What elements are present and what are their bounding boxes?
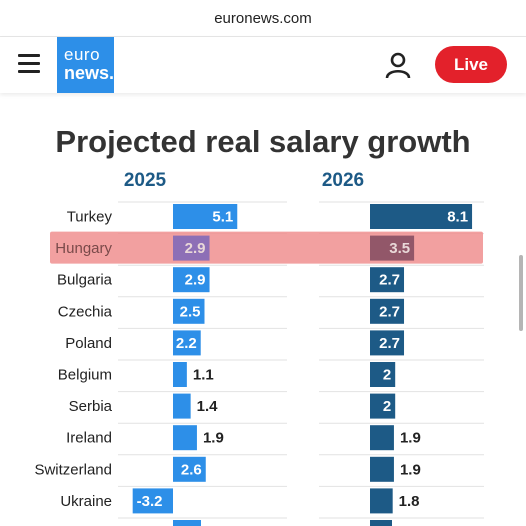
series-label-2025: 2025	[124, 170, 167, 191]
category-label: Ireland	[66, 430, 112, 447]
url-text: euronews.com	[214, 10, 312, 27]
bar-2025	[173, 425, 197, 451]
value-label-2025: 2.9	[185, 240, 206, 257]
bar-2026	[370, 204, 473, 229]
bar-2026	[370, 456, 394, 482]
value-label-2026: 1.8	[399, 493, 420, 510]
value-label-2026: 2	[383, 398, 391, 415]
logo-text-top: euro	[64, 45, 101, 64]
category-label: Belgium	[58, 367, 112, 384]
series-label-2026: 2026	[322, 170, 364, 191]
category-label: Serbia	[69, 398, 113, 415]
euronews-logo[interactable]: euro news.	[57, 37, 114, 93]
bar-2026	[370, 362, 396, 387]
bar-2025	[173, 267, 210, 293]
category-label: Turkey	[67, 209, 113, 226]
value-label-2025: -3.2	[137, 493, 163, 510]
category-label: Ukraine	[60, 493, 112, 510]
logo-text-bottom: news.	[64, 63, 115, 83]
bar-2025	[173, 330, 201, 356]
bar-2026	[370, 267, 405, 293]
bar-partial	[173, 520, 201, 526]
bar-2026	[370, 235, 415, 261]
value-label-2026: 2.7	[379, 335, 400, 352]
value-label-2025: 1.1	[193, 367, 214, 384]
live-button[interactable]: Live	[435, 46, 507, 83]
bar-partial	[370, 520, 392, 526]
category-label: Hungary	[55, 240, 112, 257]
value-label-2026: 2.7	[379, 303, 400, 320]
value-label-2025: 2.2	[176, 335, 197, 352]
bar-2025	[173, 362, 187, 387]
value-label-2026: 2	[383, 367, 391, 384]
value-label-2025: 2.9	[185, 272, 206, 289]
bar-2025	[132, 488, 173, 514]
highlight-band	[50, 231, 483, 264]
chart-title: Projected real salary growth	[55, 124, 470, 159]
value-label-2025: 2.5	[180, 303, 201, 320]
bar-2025	[173, 456, 206, 482]
hamburger-menu-icon[interactable]	[18, 54, 40, 74]
value-label-2026: 2.7	[379, 272, 400, 289]
site-header: euro news. Live	[0, 37, 526, 93]
category-label: Bulgaria	[57, 272, 113, 289]
bar-2025	[173, 298, 205, 324]
value-label-2025: 1.4	[197, 398, 219, 415]
scrollbar[interactable]	[519, 255, 523, 331]
category-label: Poland	[65, 335, 112, 352]
bar-2026	[370, 330, 405, 356]
value-label-2025: 1.9	[203, 430, 224, 447]
category-label: Switzerland	[34, 461, 112, 478]
value-label-2026: 1.9	[400, 461, 421, 478]
category-label: Czechia	[58, 303, 113, 320]
bar-2025	[173, 235, 210, 261]
value-label-2025: 2.6	[181, 461, 202, 478]
bar-2026	[370, 488, 393, 514]
value-label-2026: 3.5	[389, 240, 410, 257]
value-label-2026: 1.9	[400, 430, 421, 447]
bar-2026	[370, 425, 394, 451]
bar-2026	[370, 393, 396, 419]
value-label-2025: 5.1	[212, 209, 233, 226]
value-label-2026: 8.1	[447, 209, 468, 226]
bar-2025	[173, 204, 238, 229]
bar-2026	[370, 298, 405, 324]
user-account-icon[interactable]	[384, 51, 412, 79]
bar-2025	[173, 393, 191, 419]
salary-growth-chart: Projected real salary growth 2025 2026 T…	[34, 124, 484, 526]
browser-address-bar[interactable]: euronews.com	[0, 0, 526, 37]
